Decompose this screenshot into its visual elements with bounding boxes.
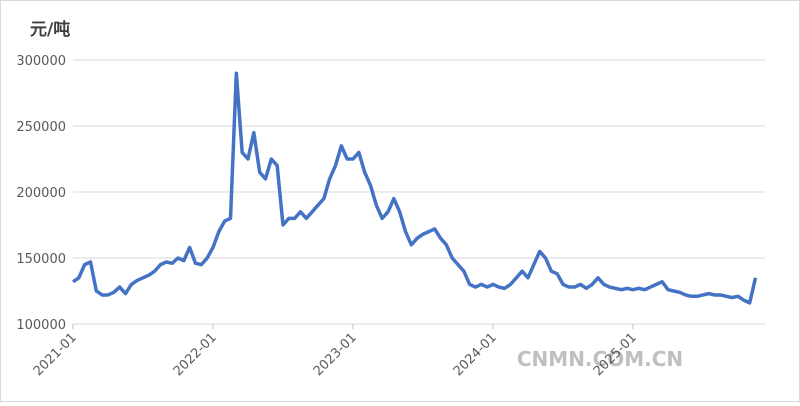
y-tick-label: 250000 [16,120,66,135]
y-tick-label: 100000 [16,318,66,333]
line [72,71,758,305]
y-tick-label: 200000 [16,186,66,201]
y-tick-label: 300000 [16,54,66,69]
watermark: CNMN.COM.CN [517,347,683,371]
unit-label: 元/吨 [30,19,70,40]
y-tick-label: 150000 [16,252,66,267]
